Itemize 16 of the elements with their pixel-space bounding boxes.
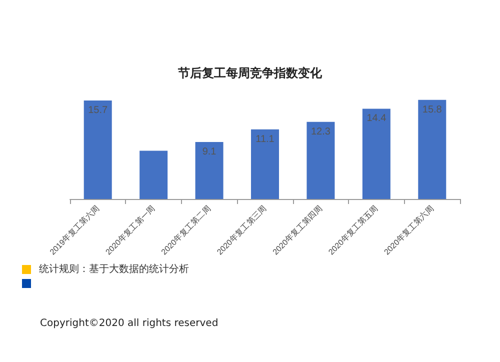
data-label: 14.4 xyxy=(366,113,387,124)
bar xyxy=(306,122,335,199)
bar xyxy=(84,100,112,199)
text: 统计规则：基于大数据的统计分析 xyxy=(39,262,189,276)
bar xyxy=(251,129,279,199)
bar xyxy=(418,100,446,199)
data-label: 15.8 xyxy=(422,104,442,116)
chart-title: 节后复工每周竞争指数变化 xyxy=(177,66,323,80)
bar xyxy=(362,108,390,199)
text: Copyright©2020 all rights reserved xyxy=(40,318,218,329)
bar xyxy=(140,150,168,199)
data-label: 15.7 xyxy=(88,105,108,116)
data-label: 9.1 xyxy=(202,146,217,158)
bar xyxy=(195,142,224,199)
data-label: 12.3 xyxy=(310,126,331,138)
data-label: 11.1 xyxy=(256,134,275,145)
